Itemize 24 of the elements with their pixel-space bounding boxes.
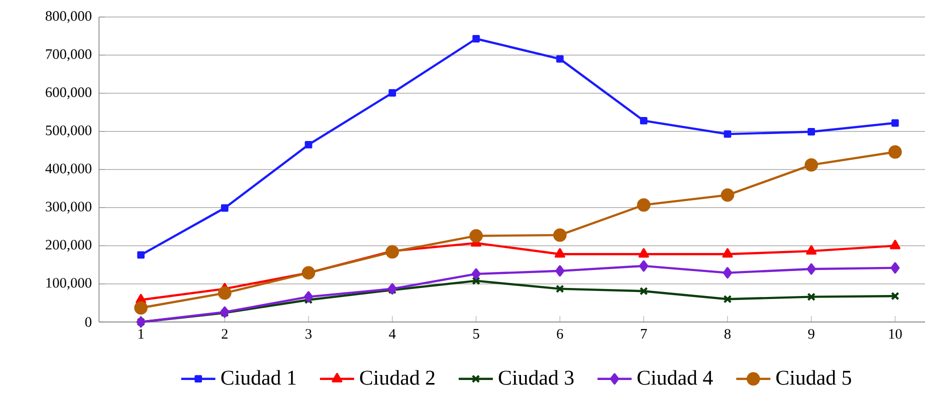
y-tick-label: 700,000 [46, 49, 92, 62]
x-tick-label: 5 [473, 329, 480, 339]
y-tick-label: 300,000 [46, 202, 92, 214]
legend-label: Ciudad 5 [776, 370, 852, 385]
legend-label: Ciudad 3 [498, 370, 574, 385]
y-tick-label: 600,000 [46, 87, 92, 100]
y-tick-label: 100,000 [46, 278, 92, 290]
x-tick-label: 3 [306, 329, 312, 339]
legend-label: Ciudad 2 [360, 370, 434, 385]
x-tick-label: 1 [138, 329, 144, 339]
x-tick-label: 2 [222, 329, 228, 339]
y-tick-label: 0 [85, 317, 92, 327]
x-tick-label: 6 [556, 329, 564, 339]
x-tick-label: 9 [808, 329, 814, 339]
y-tick-label: 200,000 [46, 240, 92, 252]
legend-label: Ciudad 4 [638, 370, 713, 385]
x-tick-label: 7 [641, 329, 647, 338]
y-tick-label: 800,000 [46, 11, 92, 23]
x-tick-label: 4 [388, 329, 396, 339]
y-tick-label: 400,000 [45, 164, 92, 176]
x-tick-label: 8 [724, 329, 731, 339]
x-tick-label: 10 [889, 329, 902, 339]
y-tick-label: 500,000 [46, 126, 92, 138]
legend-label: Ciudad 1 [221, 370, 296, 385]
